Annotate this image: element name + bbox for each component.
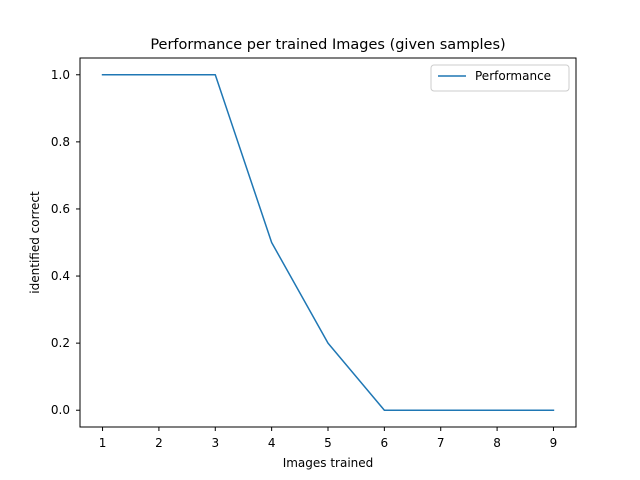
y-axis-ticks: 0.0 0.2 0.4 0.6 0.8 1.0 [51, 68, 80, 417]
x-tick-label: 9 [550, 436, 558, 450]
x-tick-label: 7 [437, 436, 445, 450]
y-tick-label: 0.4 [51, 269, 70, 283]
y-tick-label: 1.0 [51, 68, 70, 82]
y-axis-label: identified correct [28, 191, 42, 294]
y-tick-label: 0.8 [51, 135, 70, 149]
y-tick-label: 0.6 [51, 202, 70, 216]
legend-label: Performance [475, 69, 551, 83]
performance-line [101, 74, 555, 411]
legend-box [430, 64, 570, 92]
x-axis-ticks: 1 2 3 4 5 6 7 8 9 [99, 427, 558, 450]
x-tick-label: 2 [155, 436, 163, 450]
x-tick-label: 8 [493, 436, 501, 450]
plot-frame [79, 57, 577, 428]
y-tick-label: 0.0 [51, 403, 70, 417]
x-tick-label: 3 [211, 436, 219, 450]
x-axis-label: Images trained [283, 456, 374, 470]
x-tick-label: 4 [268, 436, 276, 450]
x-tick-label: 5 [324, 436, 332, 450]
series-layer [101, 74, 555, 411]
plot-area [80, 58, 576, 427]
legend: Performance [430, 64, 570, 92]
x-tick-label: 6 [381, 436, 389, 450]
y-tick-label: 0.2 [51, 336, 70, 350]
chart-title: Performance per trained Images (given sa… [150, 37, 505, 53]
x-tick-label: 1 [99, 436, 107, 450]
